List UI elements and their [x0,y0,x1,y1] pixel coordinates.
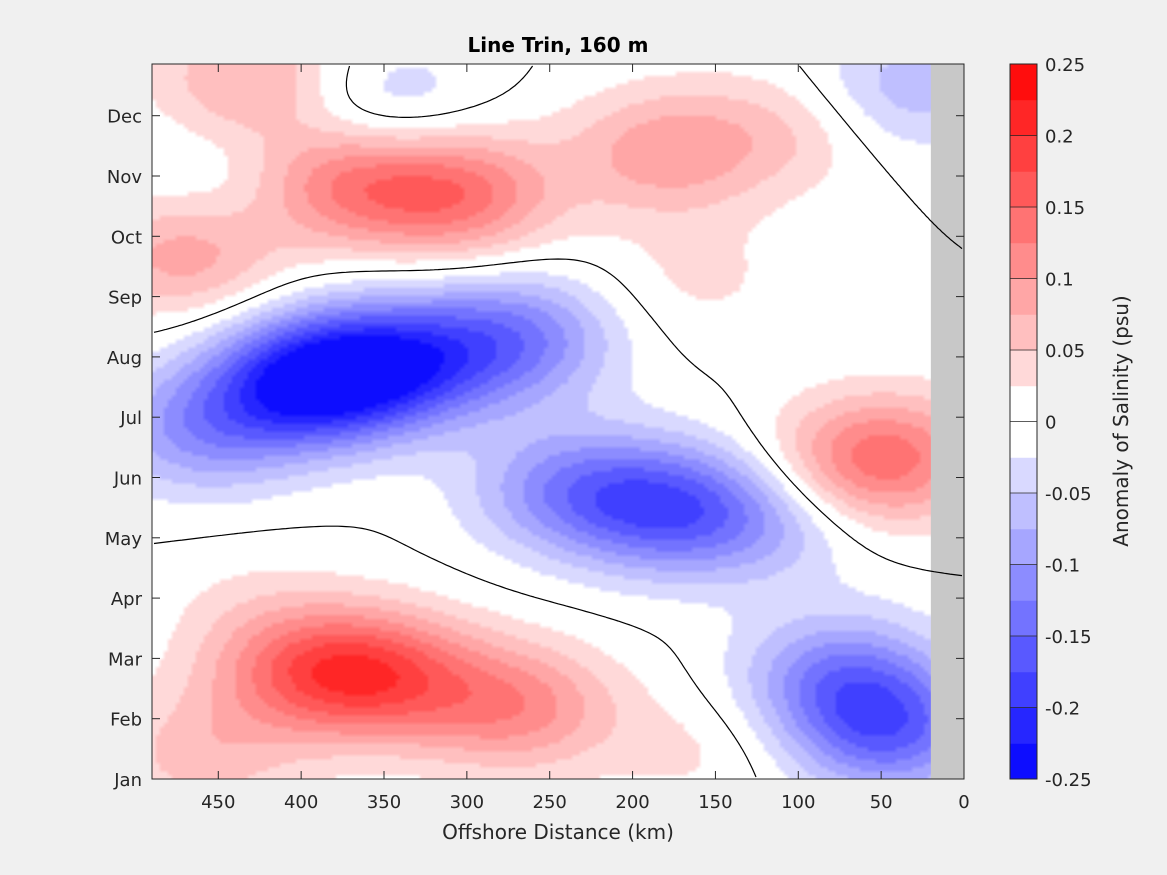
x-tick-label: 300 [450,792,484,813]
colorbar-swatch [1010,707,1037,744]
colorbar-swatch [1010,385,1037,422]
colorbar-tick-label: -0.25 [1045,770,1092,791]
y-tick-label: Apr [111,589,143,610]
colorbar-swatch [1010,564,1037,601]
zero-contour-line [153,65,963,778]
x-tick-label: 400 [284,792,318,813]
colorbar-tick-label: 0.25 [1045,55,1085,76]
colorbar-swatch [1010,743,1037,780]
chart-title: Line Trin, 160 m [468,33,649,57]
y-tick-label: Dec [107,107,142,128]
salinity-anomaly-field [152,64,964,779]
x-tick-label: 50 [870,792,893,813]
x-tick-label: 100 [781,792,815,813]
y-tick-label: Aug [107,348,142,369]
colorbar-tick-label: -0.05 [1045,484,1092,505]
colorbar-tick-label: 0.15 [1045,198,1085,219]
x-axis-label: Offshore Distance (km) [442,820,674,844]
x-tick-label: 450 [201,792,235,813]
x-tick-label: 350 [367,792,401,813]
y-tick-label: Nov [107,167,142,188]
colorbar-swatch [1010,278,1037,315]
colorbar-swatch [1010,493,1037,530]
plot-frame [151,63,965,780]
colorbar-swatch [1010,99,1037,136]
x-tick-label: 150 [698,792,732,813]
colorbar-ticks: 0.25 0.2 0.15 0.1 0.05 0 -0.05 -0.1 -0.15 -0.2 -0.… [1010,55,1092,791]
colorbar-tick-label: -0.2 [1045,699,1080,720]
y-tick-label: Jun [113,469,142,490]
colorbar-swatch [1010,457,1037,494]
colorbar-tick-label: 0 [1045,413,1056,434]
colorbar-tick-label: 0.1 [1045,270,1074,291]
y-tick-label: Mar [108,649,143,670]
colorbar-tick-label: -0.1 [1045,556,1080,577]
missing-data-band [930,64,964,779]
colorbar-swatch [1010,671,1037,708]
colorbar-swatch [1010,636,1037,673]
colorbar-swatch [1010,600,1037,637]
y-tick-label: Sep [108,288,142,309]
colorbar-swatch [1010,421,1037,458]
colorbar-swatch [1010,64,1037,101]
y-tick-label: Jan [113,770,142,791]
colorbar-swatch [1010,314,1037,351]
colorbar-swatches [1010,64,1037,780]
colorbar-swatch [1010,171,1037,208]
y-tick-label: May [105,529,143,550]
x-tick-label: 200 [615,792,649,813]
y-tick-label: Oct [111,227,142,248]
colorbar-swatch [1010,135,1037,172]
colorbar-tick-label: 0.05 [1045,341,1085,362]
colorbar-swatch [1010,207,1037,244]
colorbar-tick-label: 0.2 [1045,127,1074,148]
x-axis-ticks: 450 400 350 300 250 200 150 100 50 0 [201,64,970,813]
colorbar-tick-label: -0.15 [1045,627,1092,648]
colorbar: 0.25 0.2 0.15 0.1 0.05 0 -0.05 -0.1 -0.15 -0.2 -0.… [1009,55,1133,791]
x-tick-label: 0 [958,792,969,813]
colorbar-label: Anomaly of Salinity (psu) [1109,295,1133,546]
y-tick-label: Feb [110,710,142,731]
x-tick-label: 250 [533,792,567,813]
y-axis-ticks: Jan Feb Mar Apr May Jun Jul Aug Sep Oct Nov Dec [105,107,964,791]
y-tick-label: Jul [119,408,142,429]
colorbar-swatch [1010,350,1037,387]
colorbar-swatch [1010,242,1037,279]
colorbar-swatch [1010,528,1037,565]
plot-area [152,64,964,779]
